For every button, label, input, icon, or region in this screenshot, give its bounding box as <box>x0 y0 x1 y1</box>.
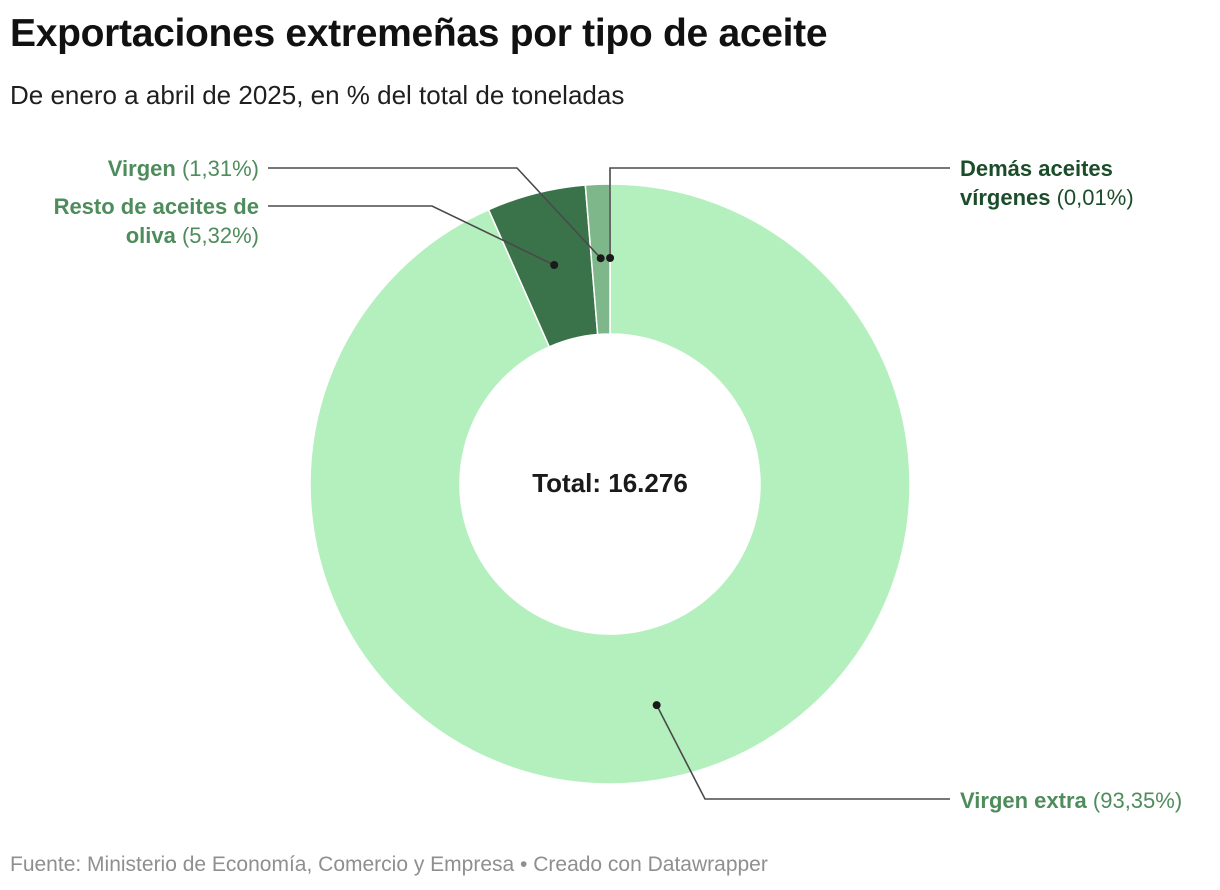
source-note: Fuente: Ministerio de Economía, Comercio… <box>10 853 768 876</box>
leader-line-virgen <box>268 167 602 259</box>
donut-center-total: Total: 16.276 <box>532 468 688 498</box>
label-virgen-extra-value: (93,35%) <box>1093 788 1182 813</box>
label-virgen-value: (1,31%) <box>182 156 259 181</box>
label-resto-aceites-oliva: Resto de aceites de <box>54 194 259 219</box>
label-demas-name-2: vírgenes <box>960 185 1057 210</box>
label-virgen-extra: Virgen extra (93,35%) <box>960 788 1182 813</box>
leader-dot-resto-aceites-oliva <box>550 260 559 269</box>
label-resto-aceites-oliva-2: oliva (5,32%) <box>126 223 259 248</box>
label-virgen-extra-name: Virgen extra <box>960 788 1093 813</box>
label-demas-value: (0,01%) <box>1057 185 1134 210</box>
label-resto-value: (5,32%) <box>182 223 259 248</box>
leader-dot-demas-aceites-virgenes <box>606 254 615 262</box>
leader-dot-virgen-extra <box>652 701 661 710</box>
chart-subtitle: De enero a abril de 2025, en % del total… <box>10 80 625 110</box>
slice-virgen-extra[interactable] <box>309 183 911 785</box>
label-resto-name-2: oliva <box>126 223 182 248</box>
label-virgen: Virgen (1,31%) <box>108 156 259 181</box>
leader-dot-virgen <box>596 254 605 263</box>
chart-title: Exportaciones extremeñas por tipo de ace… <box>10 12 828 55</box>
leader-line-demas-aceites-virgenes <box>609 167 950 259</box>
label-virgen-name: Virgen <box>108 156 182 181</box>
label-demas-aceites-virgenes: Demás aceites vírgenes (0,01%) <box>960 156 1134 210</box>
leader-line-virgen-extra <box>655 704 950 800</box>
label-demas-name: Demás aceites <box>960 156 1113 181</box>
label-resto-name: Resto de aceites de <box>54 194 259 219</box>
leader-line-resto-aceites-oliva <box>268 205 555 266</box>
